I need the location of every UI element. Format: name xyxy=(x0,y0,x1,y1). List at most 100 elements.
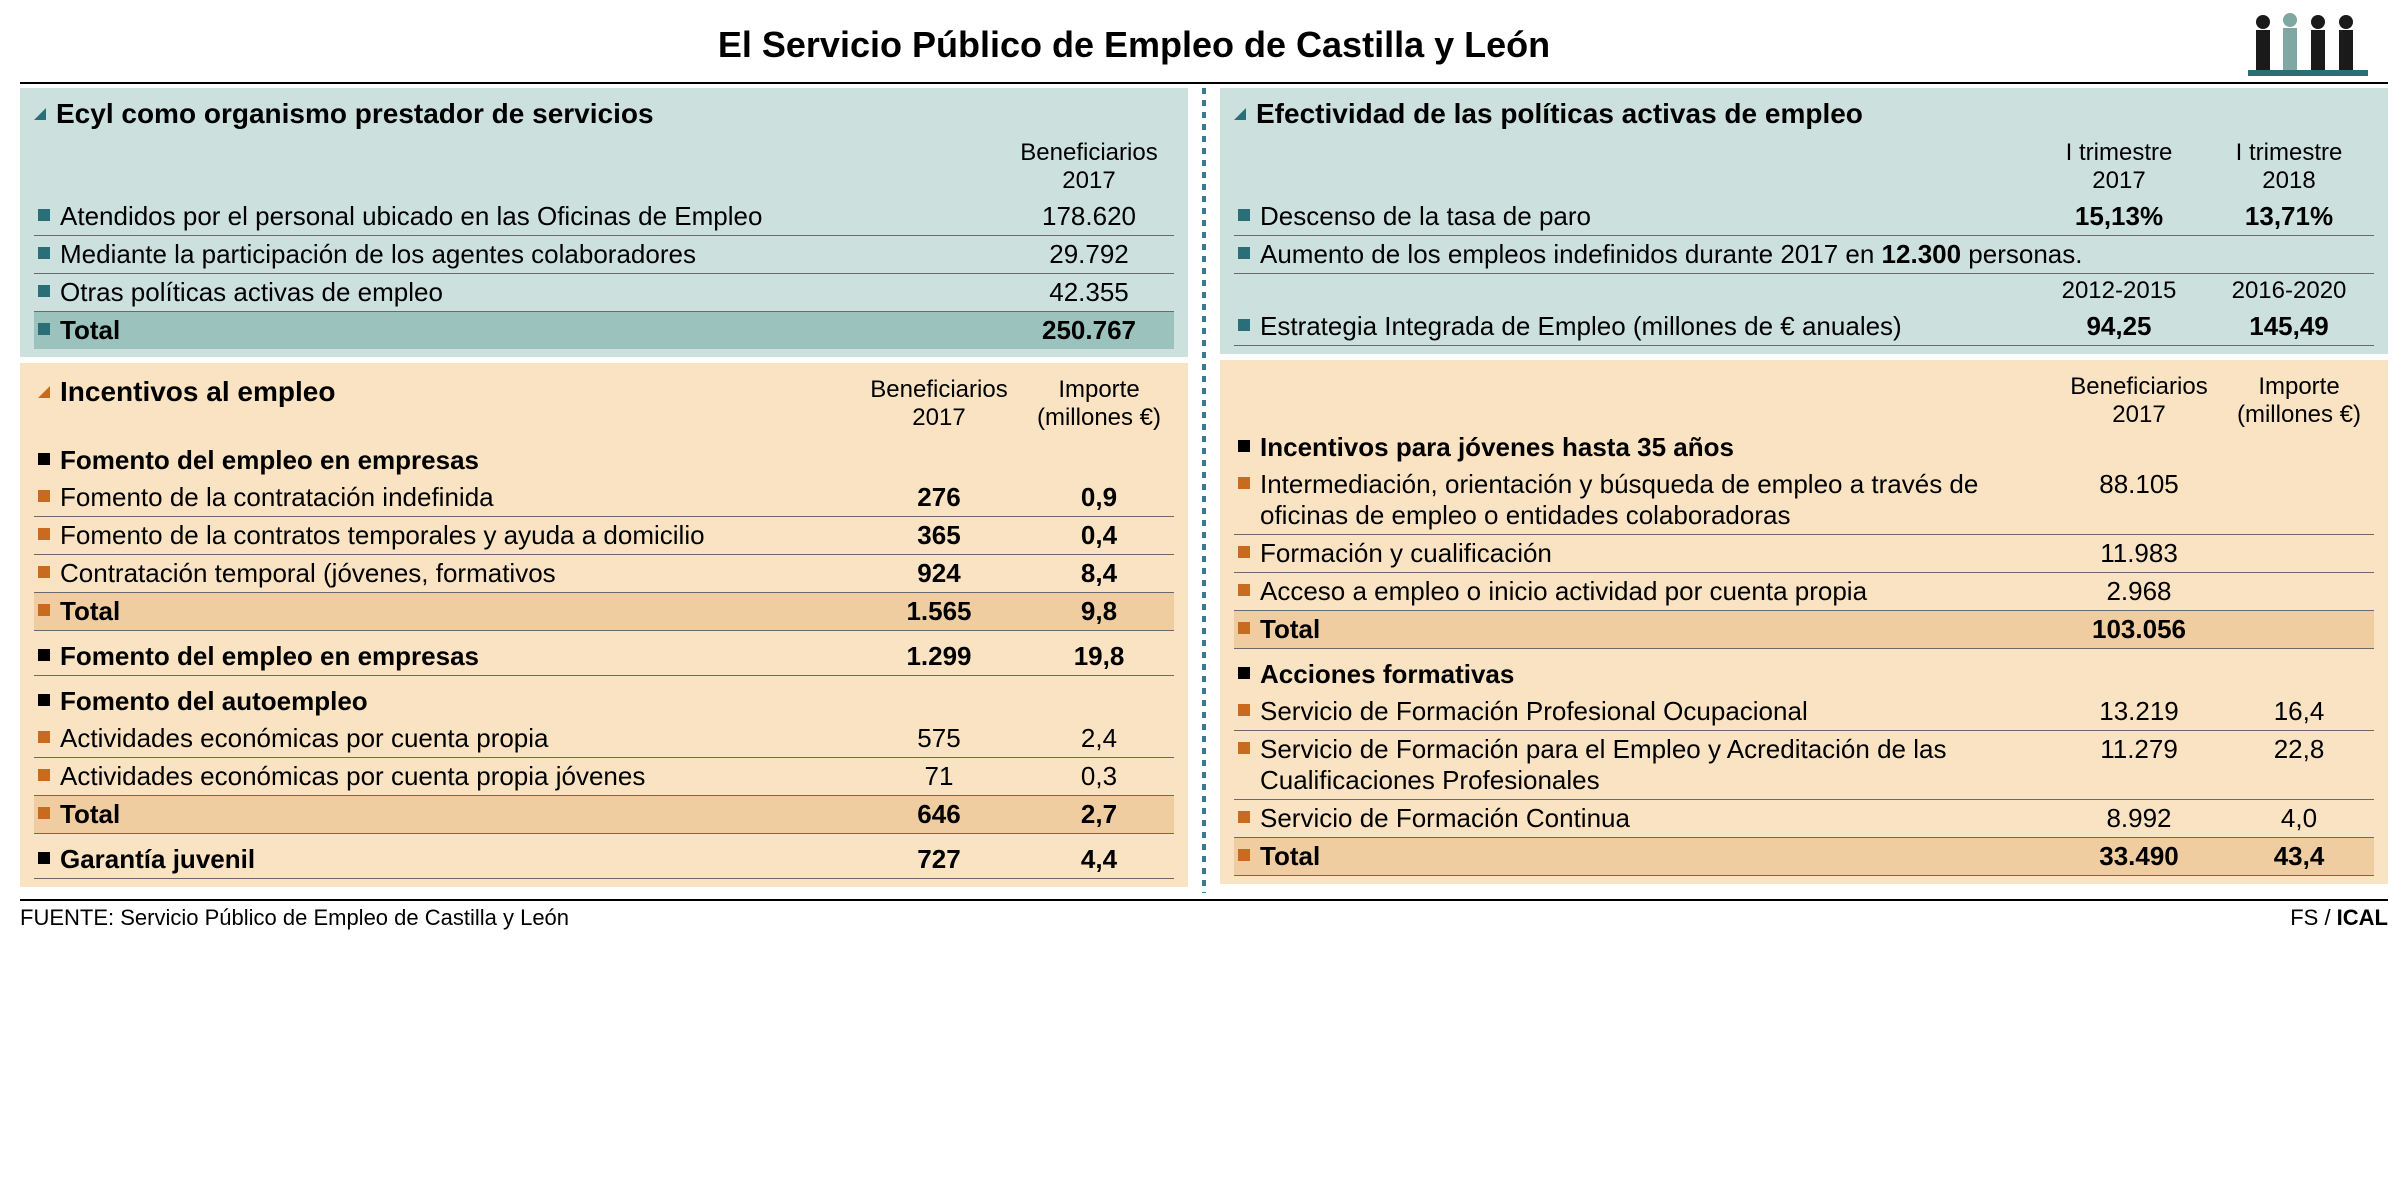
bullet-icon xyxy=(38,285,50,297)
row-label: Estrategia Integrada de Empleo (millones… xyxy=(1260,311,1902,342)
row-value: 16,4 xyxy=(2224,693,2374,731)
row-value: 4,4 xyxy=(1024,834,1174,879)
row-label: Fomento de la contratación indefinida xyxy=(60,482,494,513)
total-row: Total 6462,7 xyxy=(34,796,1174,834)
row-value: 0,9 xyxy=(1024,479,1174,517)
col-header: I trimestre 2018 xyxy=(2204,136,2374,198)
table-row: Aumento de los empleos indefinidos duran… xyxy=(1234,236,2374,274)
row-label: Garantía juvenil xyxy=(60,844,255,875)
bullet-icon xyxy=(38,453,50,465)
total-row: Total250.767 xyxy=(34,312,1174,350)
bullet-icon xyxy=(38,528,50,540)
jovenes-table: Beneficiarios2017Importe(millones €) Inc… xyxy=(1234,370,2374,876)
table-row: Formación y cualificación11.983 xyxy=(1234,535,2374,573)
bullet-icon xyxy=(38,769,50,781)
row-value: 15,13% xyxy=(2034,198,2204,236)
table-row: Fomento de la contratación indefinida276… xyxy=(34,479,1174,517)
row-label: Descenso de la tasa de paro xyxy=(1260,201,1591,232)
subsection-title: Fomento del empleo en empresas xyxy=(60,445,479,476)
table-row: Fomento del empleo en empresas1.29919,8 xyxy=(34,631,1174,676)
ecyl-title: Ecyl como organismo prestador de servici… xyxy=(34,98,1174,130)
row-value: 13.219 xyxy=(2054,693,2224,731)
bullet-icon xyxy=(38,604,50,616)
row-label: Fomento del empleo en empresas xyxy=(60,641,479,672)
left-column: Ecyl como organismo prestador de servici… xyxy=(20,88,1202,893)
total-value xyxy=(2224,611,2374,649)
row-value: 365 xyxy=(854,517,1024,555)
row-value: 29.792 xyxy=(1004,236,1174,274)
source-text: FUENTE: Servicio Público de Empleo de Ca… xyxy=(20,905,569,931)
total-label: Total xyxy=(60,799,120,830)
total-row: Total 1.5659,8 xyxy=(34,593,1174,631)
jovenes-panel: Beneficiarios2017Importe(millones €) Inc… xyxy=(1220,360,2388,884)
people-icon xyxy=(2248,10,2368,80)
table-row: Estrategia Integrada de Empleo (millones… xyxy=(1234,308,2374,346)
row-value: 1.299 xyxy=(854,631,1024,676)
incentivos-title-text: Incentivos al empleo xyxy=(60,376,335,408)
credit-text: FS / ICAL xyxy=(2290,905,2388,931)
row-value xyxy=(2224,573,2374,611)
row-value: 0,3 xyxy=(1024,758,1174,796)
total-row: Total33.49043,4 xyxy=(1234,838,2374,876)
total-value: 9,8 xyxy=(1024,593,1174,631)
ecyl-table: Beneficiarios 2017 Atendidos por el pers… xyxy=(34,136,1174,349)
incentivos-table: Incentivos al empleo Beneficiarios2017 I… xyxy=(34,373,1174,879)
subsection-title: Fomento del autoempleo xyxy=(60,686,368,717)
ecyl-col-header: Beneficiarios 2017 xyxy=(1004,136,1174,198)
row-label: Contratación temporal (jóvenes, formativ… xyxy=(60,558,556,589)
table-row: Acceso a empleo o inicio actividad por c… xyxy=(1234,573,2374,611)
total-value: 646 xyxy=(854,796,1024,834)
row-label: Servicio de Formación Continua xyxy=(1260,803,1630,834)
row-label: Fomento de la contratos temporales y ayu… xyxy=(60,520,705,551)
bullet-icon xyxy=(1238,440,1250,452)
incentivos-panel: Incentivos al empleo Beneficiarios2017 I… xyxy=(20,363,1188,887)
table-row: Atendidos por el personal ubicado en las… xyxy=(34,198,1174,236)
table-row: Descenso de la tasa de paro15,13%13,71% xyxy=(1234,198,2374,236)
total-value: 33.490 xyxy=(2054,838,2224,876)
row-value: 2,4 xyxy=(1024,720,1174,758)
row-value: 88.105 xyxy=(2054,466,2224,535)
row-label: Aumento de los empleos indefinidos duran… xyxy=(1260,239,2082,270)
total-label: Total xyxy=(60,596,120,627)
row-label: Otras políticas activas de empleo xyxy=(60,277,443,308)
total-value: 2,7 xyxy=(1024,796,1174,834)
bullet-icon xyxy=(38,247,50,259)
row-label: Servicio de Formación Profesional Ocupac… xyxy=(1260,696,1808,727)
bullet-icon xyxy=(1238,742,1250,754)
col-header: Importe xyxy=(2258,373,2339,400)
bullet-icon xyxy=(1238,704,1250,716)
bullet-icon xyxy=(1238,622,1250,634)
efectividad-table: I trimestre 2017I trimestre 2018 Descens… xyxy=(1234,136,2374,346)
bullet-icon xyxy=(38,649,50,661)
row-value: 42.355 xyxy=(1004,274,1174,312)
table-row: Servicio de Formación Profesional Ocupac… xyxy=(1234,693,2374,731)
row-value: 575 xyxy=(854,720,1024,758)
triangle-icon xyxy=(38,386,50,398)
row-label: Mediante la participación de los agentes… xyxy=(60,239,696,270)
row-value: 94,25 xyxy=(2034,308,2204,346)
row-value: 727 xyxy=(854,834,1024,879)
table-row: Servicio de Formación para el Empleo y A… xyxy=(1234,731,2374,800)
col-header: 2012-2015 xyxy=(2034,274,2204,309)
row-value: 71 xyxy=(854,758,1024,796)
bullet-icon xyxy=(1238,209,1250,221)
bullet-icon xyxy=(1238,667,1250,679)
table-row: Garantía juvenil 7274,4 xyxy=(34,834,1174,879)
bullet-icon xyxy=(1238,319,1250,331)
main-title: El Servicio Público de Empleo de Castill… xyxy=(20,24,2248,66)
row-value: 178.620 xyxy=(1004,198,1174,236)
total-label: Total xyxy=(1260,841,1320,872)
total-value: 1.565 xyxy=(854,593,1024,631)
col-header: (millones €) xyxy=(2237,401,2361,428)
col-header: 2017 xyxy=(2112,401,2165,428)
table-row: Actividades económicas por cuenta propia… xyxy=(34,720,1174,758)
row-value: 22,8 xyxy=(2224,731,2374,800)
col-header: 2017 xyxy=(912,404,965,431)
subsection-title: Acciones formativas xyxy=(1260,659,1514,690)
efectividad-panel: Efectividad de las políticas activas de … xyxy=(1220,88,2388,354)
table-row: Fomento de la contratos temporales y ayu… xyxy=(34,517,1174,555)
row-label: Acceso a empleo o inicio actividad por c… xyxy=(1260,576,1867,607)
row-label: Actividades económicas por cuenta propia… xyxy=(60,761,645,792)
ecyl-title-text: Ecyl como organismo prestador de servici… xyxy=(56,98,654,130)
ecyl-panel: Ecyl como organismo prestador de servici… xyxy=(20,88,1188,357)
